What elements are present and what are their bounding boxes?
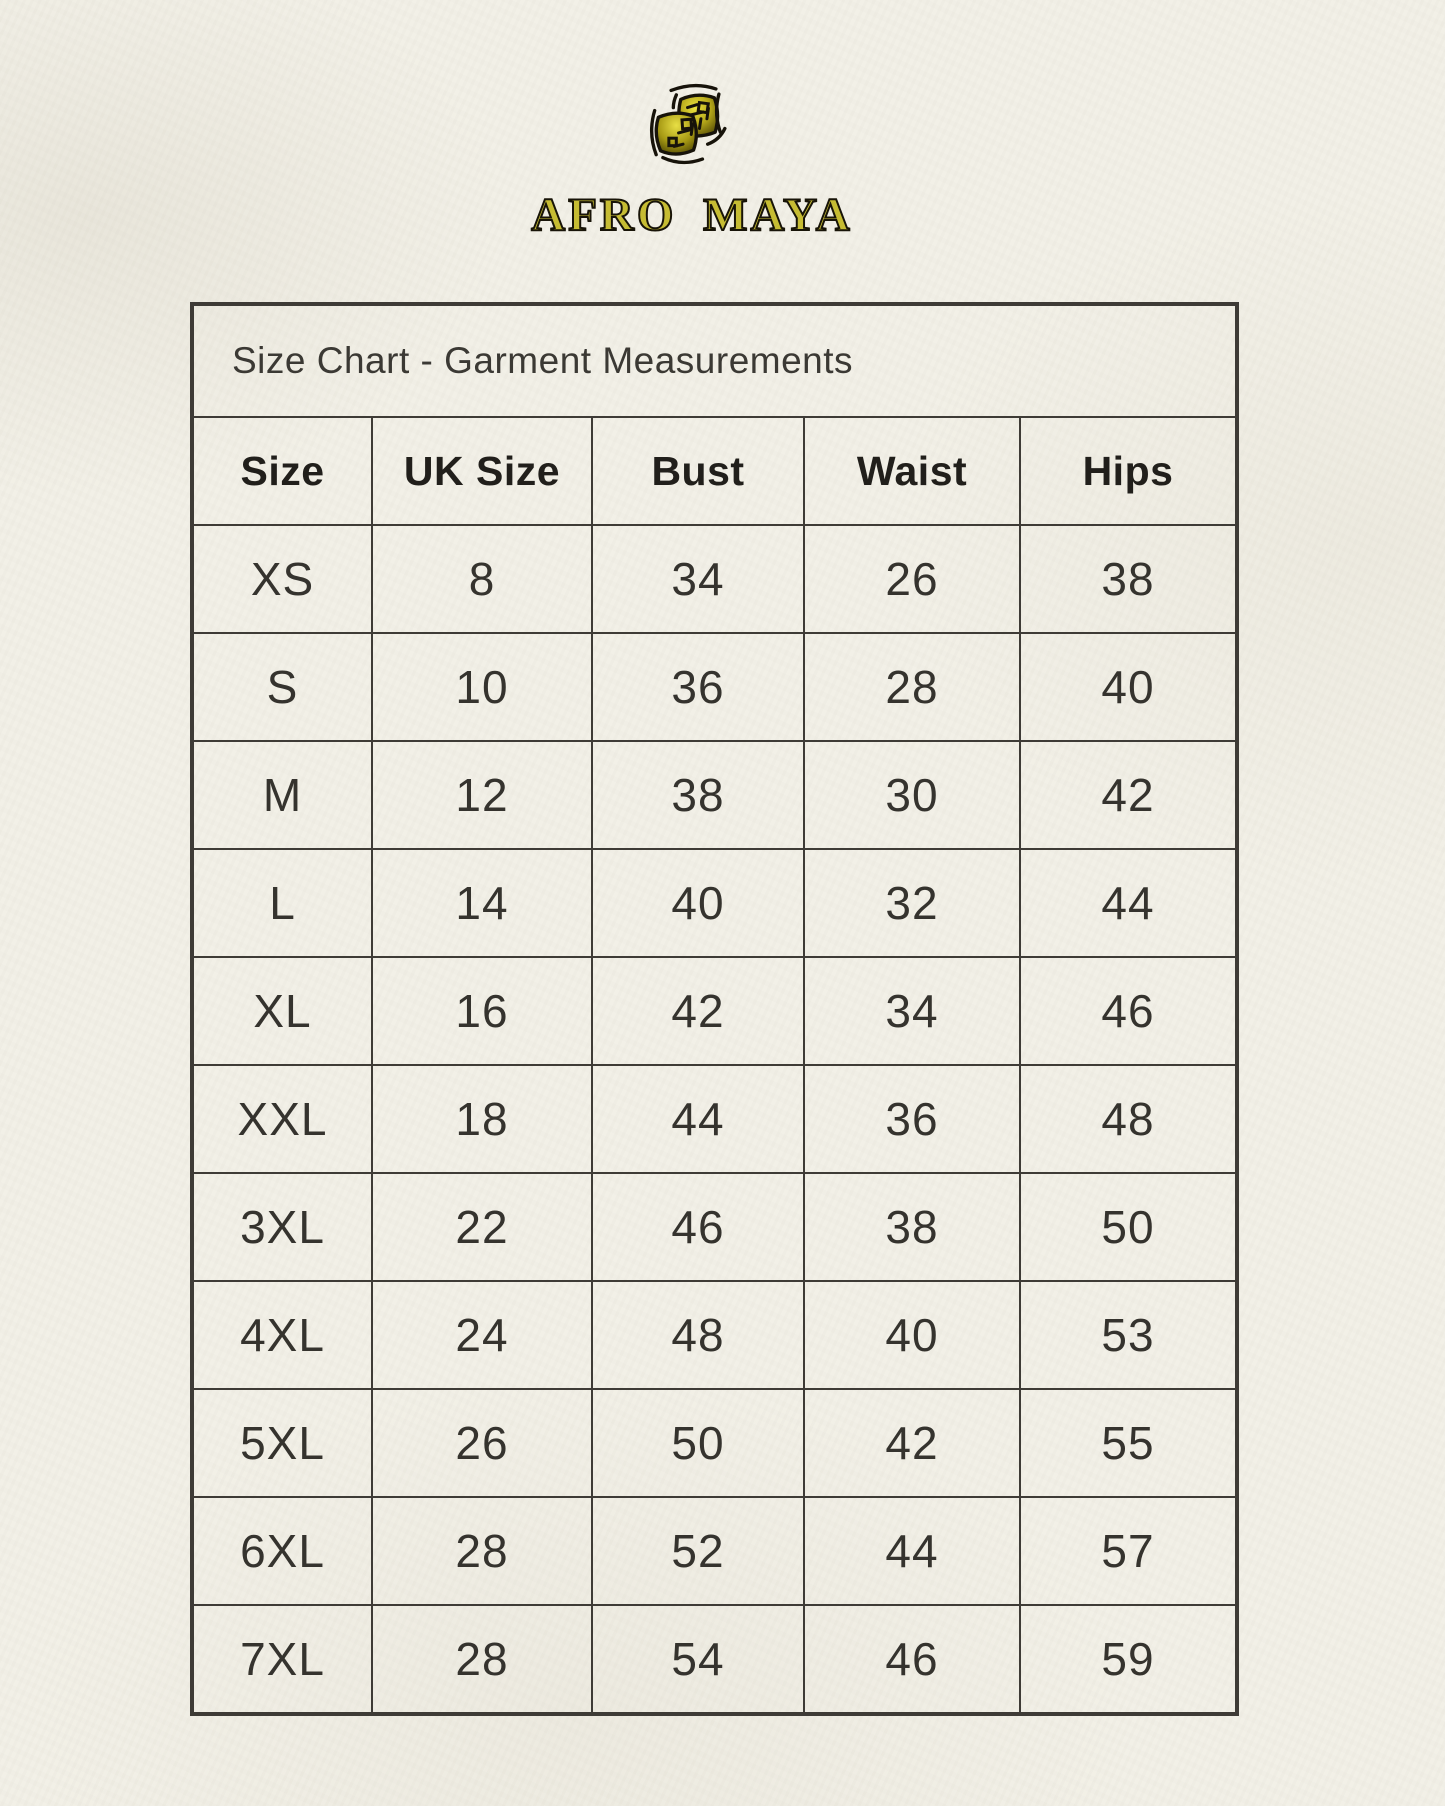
table-row: S 10 36 28 40 [191, 632, 1238, 742]
table-row: 4XL 24 48 40 53 [191, 1280, 1238, 1390]
table-body: XS 8 34 26 38 S 10 36 28 40 M 12 38 30 42 L 14 40 32 44 XL 16… [191, 524, 1238, 1715]
measurement-cell: 40 [1019, 632, 1238, 742]
table-row: 3XL 22 46 38 50 [191, 1172, 1238, 1282]
size-label-cell: XL [191, 956, 373, 1066]
measurement-cell: 30 [803, 740, 1021, 850]
table-row: XS 8 34 26 38 [191, 524, 1238, 634]
size-chart-title: Size Chart - Garment Measurements [191, 303, 1238, 418]
table-row: L 14 40 32 44 [191, 848, 1238, 958]
measurement-cell: 42 [1019, 740, 1238, 850]
table-row: XL 16 42 34 46 [191, 956, 1238, 1066]
size-label-cell: 4XL [191, 1280, 373, 1390]
header-row: Size UK Size Bust Waist Hips [191, 416, 1238, 526]
table-row: 6XL 28 52 44 57 [191, 1496, 1238, 1606]
afro-maya-logo-icon [650, 83, 727, 165]
title-row: Size Chart - Garment Measurements [191, 303, 1238, 418]
measurement-cell: 28 [371, 1604, 593, 1715]
measurement-cell: 42 [803, 1388, 1021, 1498]
measurement-cell: 38 [1019, 524, 1238, 634]
size-label-cell: 3XL [191, 1172, 373, 1282]
size-label-cell: 5XL [191, 1388, 373, 1498]
brand-header: AFRO MAYA [0, 64, 1384, 241]
size-label-cell: XXL [191, 1064, 373, 1174]
measurement-cell: 42 [591, 956, 805, 1066]
measurement-cell: 46 [803, 1604, 1021, 1715]
table-row: XXL 18 44 36 48 [191, 1064, 1238, 1174]
header-cell: Size [191, 416, 373, 526]
size-label-cell: L [191, 848, 373, 958]
measurement-cell: 46 [591, 1172, 805, 1282]
measurement-cell: 40 [591, 848, 805, 958]
size-label-cell: S [191, 632, 373, 742]
measurement-cell: 54 [591, 1604, 805, 1715]
measurement-cell: 8 [371, 524, 593, 634]
measurement-cell: 28 [371, 1496, 593, 1606]
measurement-cell: 26 [371, 1388, 593, 1498]
measurement-cell: 10 [371, 632, 593, 742]
measurement-cell: 36 [803, 1064, 1021, 1174]
measurement-cell: 40 [803, 1280, 1021, 1390]
measurement-cell: 52 [591, 1496, 805, 1606]
measurement-cell: 50 [591, 1388, 805, 1498]
header-cell: Waist [803, 416, 1021, 526]
measurement-cell: 55 [1019, 1388, 1238, 1498]
header-cell: Bust [591, 416, 805, 526]
measurement-cell: 32 [803, 848, 1021, 958]
measurement-cell: 48 [1019, 1064, 1238, 1174]
measurement-cell: 48 [591, 1280, 805, 1390]
measurement-cell: 59 [1019, 1604, 1238, 1715]
measurement-cell: 24 [371, 1280, 593, 1390]
table-row: 7XL 28 54 46 59 [191, 1604, 1238, 1715]
measurement-cell: 18 [371, 1064, 593, 1174]
size-chart-table: Size Chart - Garment Measurements Size UK… [190, 302, 1239, 1716]
measurement-cell: 16 [371, 956, 593, 1066]
table-row: 5XL 26 50 42 55 [191, 1388, 1238, 1498]
header-cell: UK Size [371, 416, 593, 526]
measurement-cell: 34 [803, 956, 1021, 1066]
measurement-cell: 57 [1019, 1496, 1238, 1606]
table-row: M 12 38 30 42 [191, 740, 1238, 850]
measurement-cell: 34 [591, 524, 805, 634]
measurement-cell: 26 [803, 524, 1021, 634]
measurement-cell: 28 [803, 632, 1021, 742]
measurement-cell: 50 [1019, 1172, 1238, 1282]
size-label-cell: XS [191, 524, 373, 634]
measurement-cell: 38 [803, 1172, 1021, 1282]
measurement-cell: 22 [371, 1172, 593, 1282]
measurement-cell: 44 [591, 1064, 805, 1174]
header-cell: Hips [1019, 416, 1238, 526]
measurement-cell: 38 [591, 740, 805, 850]
measurement-cell: 53 [1019, 1280, 1238, 1390]
measurement-cell: 36 [591, 632, 805, 742]
measurement-cell: 12 [371, 740, 593, 850]
size-label-cell: M [191, 740, 373, 850]
size-label-cell: 7XL [191, 1604, 373, 1715]
measurement-cell: 14 [371, 848, 593, 958]
size-label-cell: 6XL [191, 1496, 373, 1606]
measurement-cell: 44 [803, 1496, 1021, 1606]
measurement-cell: 46 [1019, 956, 1238, 1066]
measurement-cell: 44 [1019, 848, 1238, 958]
brand-name: AFRO MAYA [530, 189, 853, 241]
